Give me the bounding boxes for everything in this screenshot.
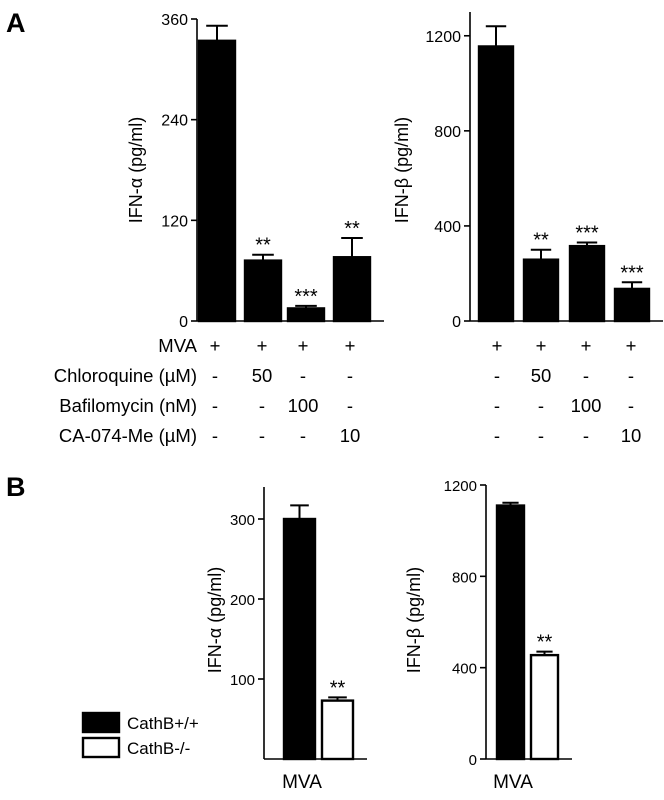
significance-label: ** — [255, 235, 271, 257]
y-tick-label: 0 — [179, 314, 188, 331]
table-cell-right: 10 — [621, 425, 642, 446]
bar — [613, 287, 651, 323]
table-row-label: Bafilomycin (nM) — [59, 395, 197, 416]
table-cell-left: + — [210, 335, 221, 356]
table-cell-right: - — [628, 395, 634, 416]
table-cell-left: - — [212, 395, 218, 416]
table-cell-right: - — [583, 365, 589, 386]
y-axis-label: IFN-α (pg/ml) — [126, 117, 146, 223]
treatment-table: MVA + ++ ++ ++ +Chloroquine (µM) - -50 50- -- -Baf… — [54, 335, 642, 446]
y-tick-label: 400 — [434, 219, 461, 236]
y-axis-label: IFN-α (pg/ml) — [205, 567, 225, 673]
y-tick-label: 800 — [434, 124, 461, 141]
significance-label: *** — [575, 223, 599, 245]
y-tick-label: 800 — [452, 569, 477, 586]
significance-label: *** — [294, 286, 318, 308]
legend-label: CathB+/+ — [127, 714, 199, 733]
panel-label-a: A — [6, 8, 26, 38]
chart-B-right: 0 400 800 1200 IFN-β (pg/ml) ** MVA — [404, 478, 572, 793]
bar — [568, 244, 606, 323]
table-cell-left: 100 — [288, 395, 319, 416]
y-tick-label: 360 — [161, 12, 188, 29]
table-cell-left: - — [212, 425, 218, 446]
x-axis-label: MVA — [493, 772, 533, 793]
table-cell-right: - — [583, 425, 589, 446]
y-tick-label: 240 — [161, 113, 188, 130]
table-cell-left: - — [212, 365, 218, 386]
table-row-label: MVA — [158, 335, 197, 356]
table-cell-left: - — [347, 365, 353, 386]
legend-label: CathB-/- — [127, 739, 190, 758]
table-cell-right: + — [581, 335, 592, 356]
bar — [282, 517, 317, 761]
table-cell-right: 50 — [531, 365, 552, 386]
bar — [332, 256, 372, 323]
bar — [243, 259, 283, 323]
table-cell-right: + — [626, 335, 637, 356]
y-axis-label: IFN-β (pg/ml) — [404, 567, 424, 673]
table-cell-left: - — [347, 395, 353, 416]
legend: CathB+/+ CathB-/- — [81, 711, 199, 759]
significance-label: ** — [344, 218, 360, 240]
significance-label: ** — [330, 677, 346, 699]
y-tick-label: 300 — [230, 512, 255, 529]
bar — [495, 504, 526, 761]
chart-B-left: 100 200 300 IFN-α (pg/ml) ** MVA — [205, 487, 367, 793]
table-cell-left: - — [259, 395, 265, 416]
table-cell-left: 10 — [340, 425, 361, 446]
table-cell-right: - — [494, 425, 500, 446]
bar — [477, 45, 515, 323]
y-tick-label: 200 — [230, 592, 255, 609]
legend-swatch — [81, 736, 121, 759]
table-cell-left: - — [300, 425, 306, 446]
table-cell-right: - — [494, 365, 500, 386]
table-cell-left: 50 — [252, 365, 273, 386]
y-tick-label: 400 — [452, 661, 477, 678]
bar — [522, 258, 560, 323]
x-axis-label: MVA — [282, 772, 322, 793]
table-cell-left: - — [300, 365, 306, 386]
table-cell-right: 100 — [571, 395, 602, 416]
table-cell-left: + — [345, 335, 356, 356]
significance-label: ** — [533, 230, 549, 252]
bar — [320, 699, 355, 761]
y-axis-label: IFN-β (pg/ml) — [392, 117, 412, 223]
table-cell-right: + — [536, 335, 547, 356]
table-cell-right: - — [538, 395, 544, 416]
significance-label: *** — [620, 262, 644, 284]
table-cell-left: - — [259, 425, 265, 446]
table-cell-right: - — [538, 425, 544, 446]
panel-label-b: B — [6, 472, 26, 502]
y-tick-label: 100 — [230, 672, 255, 689]
table-cell-right: + — [492, 335, 503, 356]
bar — [197, 39, 237, 323]
table-row-label: CA-074-Me (µM) — [59, 425, 197, 446]
significance-label: ** — [537, 632, 553, 654]
bar — [529, 653, 560, 761]
table-row-label: Chloroquine (µM) — [54, 365, 197, 386]
table-cell-right: - — [494, 395, 500, 416]
bar — [286, 307, 326, 323]
y-tick-label: 0 — [452, 314, 461, 331]
y-tick-label: 1200 — [425, 29, 461, 46]
y-tick-label: 1200 — [444, 478, 477, 495]
table-cell-left: + — [257, 335, 268, 356]
legend-swatch — [81, 711, 121, 734]
table-cell-left: + — [298, 335, 309, 356]
y-tick-label: 120 — [161, 213, 188, 230]
table-cell-right: - — [628, 365, 634, 386]
y-tick-label: 0 — [469, 752, 477, 769]
